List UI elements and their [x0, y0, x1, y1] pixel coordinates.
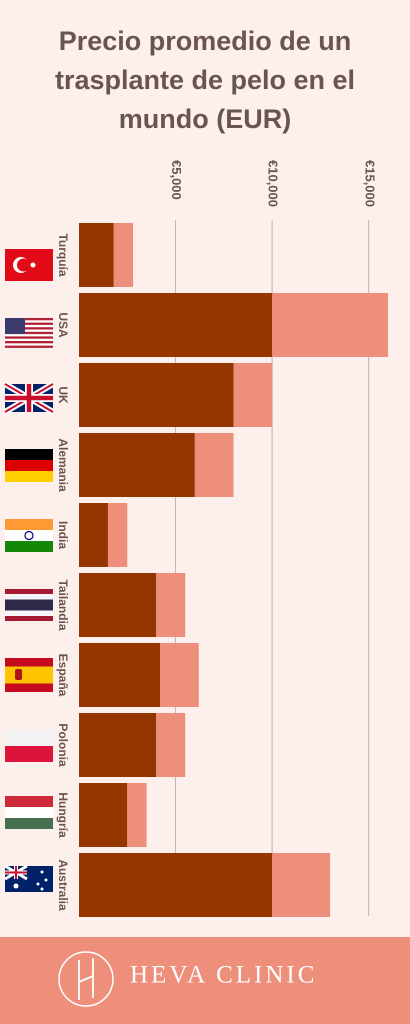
bar-segment — [160, 643, 199, 707]
bar-segment — [272, 853, 331, 917]
x-tick-label: €10,000 — [266, 160, 281, 207]
footer — [0, 937, 410, 1024]
flag-uk — [3, 381, 55, 415]
category-label: UK — [56, 386, 70, 404]
bar-segment — [194, 433, 234, 497]
flag-usa — [5, 318, 53, 348]
bar-segment — [113, 223, 134, 287]
logo-circle — [58, 951, 114, 1007]
flag-australia — [4, 864, 53, 892]
flag-poland — [5, 730, 53, 762]
flags — [3, 249, 55, 892]
bar-segment — [79, 643, 161, 707]
bar-segment — [156, 713, 186, 777]
category-label: España — [56, 654, 70, 697]
x-tick-label: €15,000 — [362, 160, 377, 207]
flag-germany — [5, 449, 53, 482]
bar-segment — [79, 573, 157, 637]
bar-segment — [79, 223, 114, 287]
category-label: Polonia — [56, 723, 70, 767]
bar-segment — [79, 783, 128, 847]
category-label: Hungría — [56, 792, 70, 838]
chart-title: Precio promedio de un trasplante de pelo… — [54, 26, 356, 134]
bar-segment — [272, 293, 388, 357]
flag-turkey — [5, 249, 53, 281]
bar-segment — [107, 503, 128, 567]
category-label: India — [56, 521, 70, 549]
category-label: USA — [56, 312, 70, 338]
bar-segment — [79, 293, 273, 357]
bar-segment — [79, 853, 273, 917]
flag-thailand — [5, 589, 53, 621]
flag-hungary — [5, 796, 53, 829]
bar-segment — [79, 503, 108, 567]
bar-segment — [233, 363, 273, 427]
brand: HEVA CLINIC — [130, 962, 317, 989]
category-label: Tailandia — [56, 579, 70, 630]
flag-spain — [5, 658, 53, 692]
category-label: Alemania — [56, 438, 70, 492]
bar-segment — [127, 783, 147, 847]
x-tick-label: €5,000 — [169, 160, 184, 200]
bar-segment — [79, 433, 195, 497]
category-label: Turquía — [56, 233, 70, 276]
bar-segment — [79, 363, 234, 427]
category-label: Australia — [56, 859, 70, 911]
bar-segment — [156, 573, 186, 637]
logo-mark — [78, 958, 94, 1000]
bar-segment — [79, 713, 157, 777]
flag-india — [5, 519, 53, 552]
